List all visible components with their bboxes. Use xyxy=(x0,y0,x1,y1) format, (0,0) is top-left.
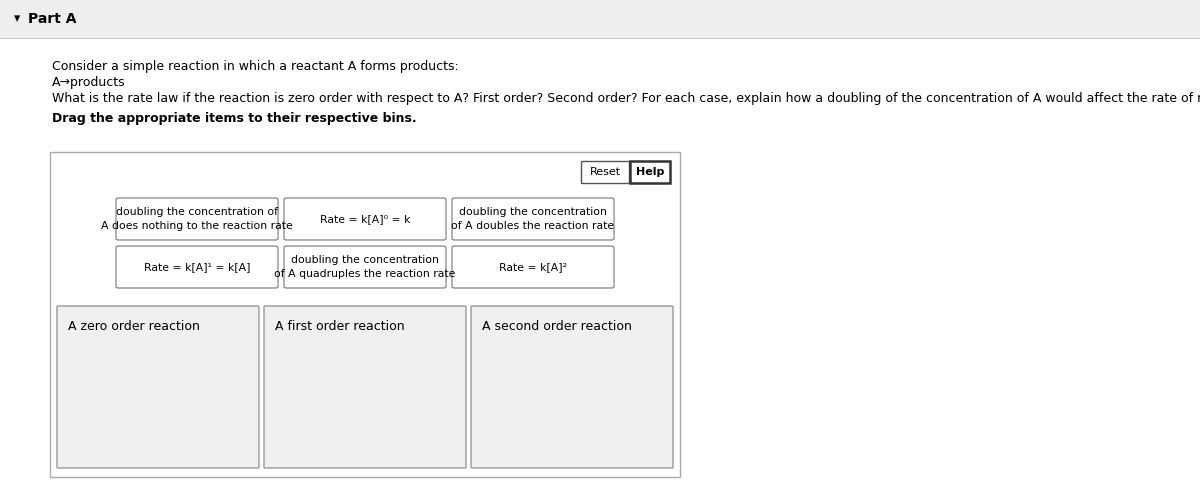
FancyBboxPatch shape xyxy=(50,152,680,477)
Text: doubling the concentration
of A quadruples the reaction rate: doubling the concentration of A quadrupl… xyxy=(275,255,456,278)
Text: doubling the concentration
of A doubles the reaction rate: doubling the concentration of A doubles … xyxy=(451,207,614,231)
Text: Reset: Reset xyxy=(589,167,620,177)
FancyBboxPatch shape xyxy=(470,306,673,468)
FancyBboxPatch shape xyxy=(452,198,614,240)
Text: Part A: Part A xyxy=(28,12,77,26)
Text: Rate = k[A]¹ = k[A]: Rate = k[A]¹ = k[A] xyxy=(144,262,251,272)
Text: ▾: ▾ xyxy=(14,12,20,26)
FancyBboxPatch shape xyxy=(452,246,614,288)
FancyBboxPatch shape xyxy=(264,306,466,468)
FancyBboxPatch shape xyxy=(284,198,446,240)
FancyBboxPatch shape xyxy=(630,161,670,183)
Text: A→products: A→products xyxy=(52,76,126,89)
FancyBboxPatch shape xyxy=(116,198,278,240)
Text: Help: Help xyxy=(636,167,664,177)
Text: Rate = k[A]²: Rate = k[A]² xyxy=(499,262,568,272)
FancyBboxPatch shape xyxy=(581,161,629,183)
FancyBboxPatch shape xyxy=(0,0,1200,38)
FancyBboxPatch shape xyxy=(58,306,259,468)
Text: A first order reaction: A first order reaction xyxy=(275,320,404,333)
Text: A second order reaction: A second order reaction xyxy=(482,320,632,333)
Text: Consider a simple reaction in which a reactant A forms products:: Consider a simple reaction in which a re… xyxy=(52,60,458,73)
FancyBboxPatch shape xyxy=(284,246,446,288)
Text: Rate = k[A]⁰ = k: Rate = k[A]⁰ = k xyxy=(319,214,410,224)
FancyBboxPatch shape xyxy=(116,246,278,288)
Text: doubling the concentration of
A does nothing to the reaction rate: doubling the concentration of A does not… xyxy=(101,207,293,231)
Text: A zero order reaction: A zero order reaction xyxy=(68,320,200,333)
Text: Drag the appropriate items to their respective bins.: Drag the appropriate items to their resp… xyxy=(52,112,416,125)
Text: What is the rate law if the reaction is zero order with respect to A? First orde: What is the rate law if the reaction is … xyxy=(52,92,1200,105)
